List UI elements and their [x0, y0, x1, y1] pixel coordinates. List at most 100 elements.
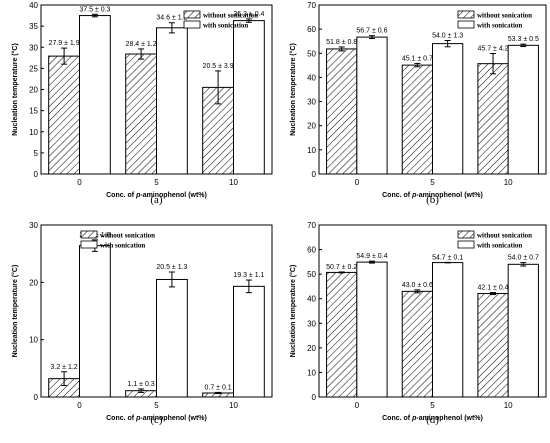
- data-label: 1.1 ± 0.3: [127, 381, 154, 388]
- y-tick-label: 10: [307, 146, 316, 155]
- y-tick-label: 35: [29, 22, 38, 31]
- y-tick-label: 15: [29, 107, 38, 116]
- y-tick-label: 0: [312, 170, 317, 179]
- y-tick-label: 25: [29, 64, 38, 73]
- legend-label: without sonication: [477, 232, 532, 240]
- legend-label: with sonication: [100, 242, 145, 250]
- y-tick-label: 10: [29, 128, 38, 137]
- x-axis-label: Conc. of p-aminophenol (wt%): [106, 415, 207, 422]
- data-label: 27.9 ± 1.9: [49, 40, 80, 47]
- legend-label: with sonication: [477, 242, 522, 250]
- y-tick-label: 20: [29, 86, 38, 95]
- x-axis-label: Conc. of p-aminophenol (wt%): [106, 192, 207, 199]
- bar-with-sonication: [156, 278, 188, 398]
- y-tick-label: 50: [307, 270, 316, 279]
- y-tick-label: 70: [307, 221, 316, 230]
- legend-swatch-without-sonication: [183, 10, 201, 19]
- y-tick-label: 20: [307, 122, 316, 131]
- legend-swatch-with-sonication: [183, 20, 201, 29]
- panel-label: (a): [150, 194, 163, 206]
- y-tick-label: 10: [307, 368, 316, 377]
- legend-swatch-without-sonication: [457, 10, 475, 19]
- data-label: 54.0 ± 0.7: [508, 255, 539, 262]
- bar-without-sonication: [401, 64, 434, 175]
- x-tick-label: 0: [77, 401, 82, 410]
- bar-with-sonication: [79, 245, 111, 398]
- x-tick-label: 5: [430, 178, 435, 187]
- data-label: 37.5 ± 0.3: [79, 6, 110, 13]
- legend-label: without sonication: [477, 12, 532, 20]
- y-axis-label: Nucleation temperature (°C): [289, 43, 297, 136]
- y-tick-label: 0: [34, 393, 39, 402]
- y-tick-label: 20: [307, 344, 316, 353]
- bar-without-sonication: [477, 293, 509, 398]
- y-tick-label: 5: [34, 149, 39, 158]
- data-label: 43.0 ± 0.6: [402, 282, 433, 289]
- chart-panel-4: 0 10 20 30 40 50 60 70 0 50.7 ± 0.2 54.9 ± 0.4 5 43.…: [289, 221, 547, 426]
- x-tick-label: 0: [355, 401, 360, 410]
- data-label: 53.3 ± 0.5: [508, 36, 539, 43]
- y-tick-label: 30: [307, 98, 316, 107]
- bar-with-sonication: [432, 43, 464, 175]
- data-label: 20.5 ± 1.3: [156, 264, 187, 271]
- data-label: 3.2 ± 1.2: [50, 364, 77, 371]
- data-label: 0.7 ± 0.1: [204, 384, 231, 391]
- y-tick-label: 10: [29, 336, 38, 345]
- y-tick-label: 70: [307, 1, 316, 10]
- legend-swatch-with-sonication: [457, 20, 475, 29]
- y-tick-label: 60: [307, 246, 316, 255]
- bar-with-sonication: [233, 20, 265, 175]
- data-label: 45.1 ± 0.7: [402, 55, 433, 62]
- data-label: 42.1 ± 0.4: [477, 285, 508, 292]
- data-label: 20.5 ± 3.9: [203, 63, 234, 70]
- y-tick-label: 0: [312, 393, 317, 402]
- y-axis-label: Nucleation temperature (°C): [11, 265, 19, 358]
- bar-with-sonication: [156, 27, 188, 175]
- x-tick-label: 5: [154, 178, 159, 187]
- x-axis-label: Conc. of p-aminophenol (wt%): [382, 415, 483, 422]
- bar-with-sonication: [356, 36, 388, 175]
- y-tick-label: 0: [34, 170, 39, 179]
- y-tick-label: 40: [307, 295, 316, 304]
- data-label: 56.7 ± 0.6: [356, 28, 387, 35]
- panel-label: (b): [426, 194, 439, 206]
- x-tick-label: 10: [229, 401, 238, 410]
- y-tick-label: 40: [307, 73, 316, 82]
- x-tick-label: 10: [229, 178, 238, 187]
- bar-without-sonication: [326, 271, 358, 398]
- y-tick-label: 20: [29, 278, 38, 287]
- y-axis-label: Nucleation temperature (°C): [289, 265, 297, 358]
- y-tick-label: 30: [29, 43, 38, 52]
- y-tick-label: 30: [29, 221, 38, 230]
- bar-with-sonication: [233, 285, 265, 398]
- bar-with-sonication: [507, 44, 539, 175]
- panel-label: (c): [150, 414, 163, 426]
- bar-without-sonication: [326, 48, 358, 175]
- panel-label: (d): [426, 414, 439, 426]
- data-label: 51.8 ± 0.8: [326, 39, 357, 46]
- data-label: 34.6 ± 1.2: [156, 15, 187, 22]
- x-tick-label: 0: [77, 178, 82, 187]
- legend-label: with sonication: [203, 22, 248, 30]
- data-label: 36.3 ± 0.4: [233, 11, 264, 18]
- bar-without-sonication: [48, 55, 80, 175]
- bar-with-sonication: [507, 263, 539, 398]
- bar-with-sonication: [432, 262, 464, 398]
- legend-label: without sonication: [100, 232, 155, 240]
- y-tick-label: 50: [307, 49, 316, 58]
- x-axis-label: Conc. of p-aminophenol (wt%): [382, 192, 483, 199]
- bar-without-sonication: [401, 290, 434, 398]
- data-label: 54.7 ± 0.1: [432, 254, 463, 261]
- data-label: 19.3 ± 1.1: [233, 272, 264, 279]
- x-tick-label: 10: [504, 178, 513, 187]
- chart-panel-1: 0 5 10 15 20 25 30 35 40 0 27.9 ± 1.9 37.5 ± 0.3 5 28…: [11, 1, 273, 206]
- legend-swatch-without-sonication: [457, 230, 475, 239]
- y-tick-label: 40: [29, 1, 38, 10]
- data-label: 28.4 ± 1.2: [126, 41, 157, 48]
- bar-with-sonication: [356, 261, 388, 398]
- legend-swatch-with-sonication: [457, 240, 475, 249]
- x-tick-label: 0: [355, 178, 360, 187]
- chart-panel-2: 0 10 20 30 40 50 60 70 0 51.8 ± 0.8 56.7 ± 0.6 5 45.…: [289, 1, 547, 206]
